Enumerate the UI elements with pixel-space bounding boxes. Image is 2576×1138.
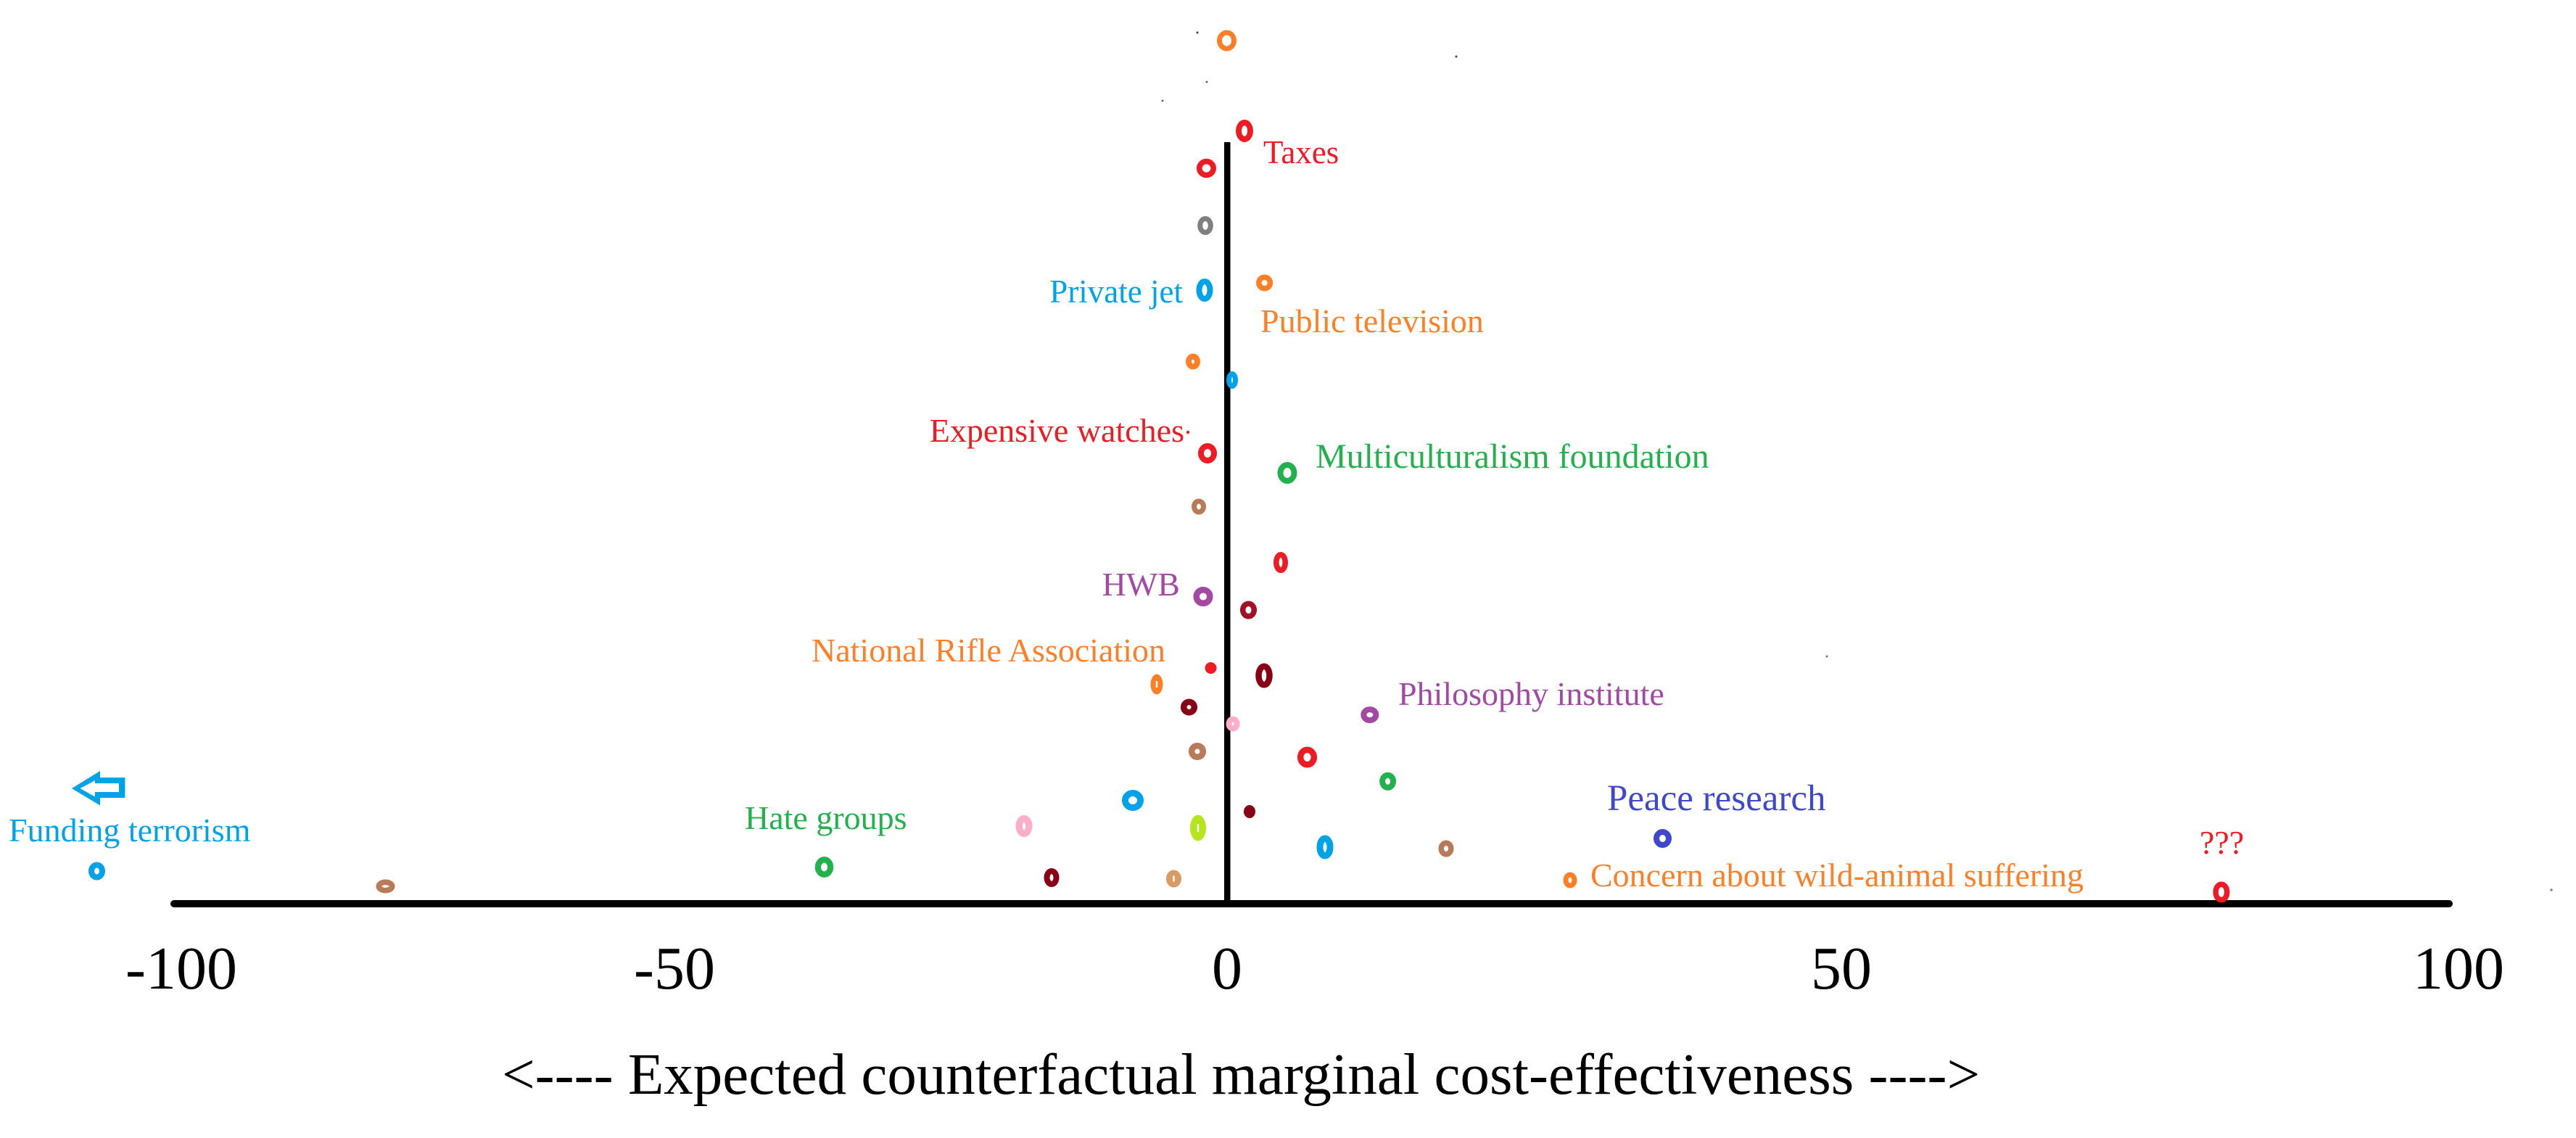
svg-text:Expensive watches: Expensive watches — [930, 412, 1184, 449]
svg-text:-100: -100 — [125, 935, 237, 1002]
svg-text:Taxes: Taxes — [1263, 134, 1339, 170]
svg-text:Hate groups: Hate groups — [745, 799, 907, 836]
svg-text:National Rifle Association: National Rifle Association — [812, 632, 1165, 669]
svg-text:0: 0 — [1212, 935, 1242, 1002]
svg-text:Peace research: Peace research — [1607, 778, 1826, 819]
svg-text:Multiculturalism foundation: Multiculturalism foundation — [1316, 437, 1709, 476]
svg-text:Philosophy institute: Philosophy institute — [1398, 675, 1664, 712]
svg-text:100: 100 — [2413, 935, 2504, 1002]
svg-text:Funding terrorism: Funding terrorism — [9, 812, 251, 849]
svg-text:Private jet: Private jet — [1049, 273, 1183, 310]
svg-text:HWB: HWB — [1102, 566, 1180, 603]
svg-text:Public television: Public television — [1260, 302, 1484, 339]
svg-text:-50: -50 — [634, 935, 715, 1002]
svg-text:Concern about wild-animal suff: Concern about wild-animal suffering — [1590, 857, 2084, 894]
svg-text:50: 50 — [1811, 935, 1872, 1002]
svg-text:???: ??? — [2200, 824, 2244, 861]
svg-text:<---- Expected counterfactual: <---- Expected counterfactual marginal c… — [502, 1042, 1980, 1107]
